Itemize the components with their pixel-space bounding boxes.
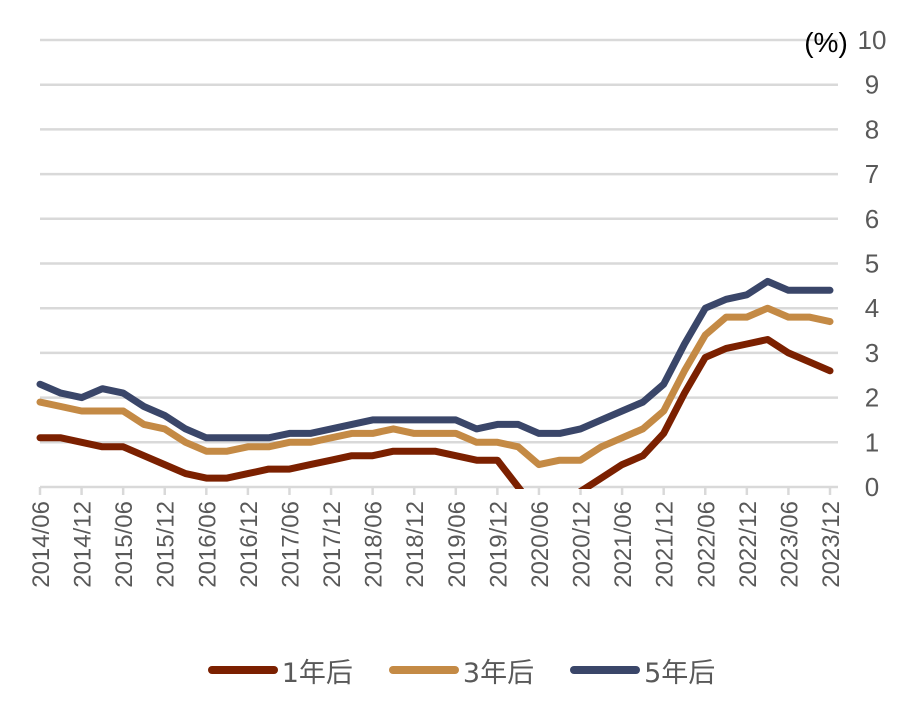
y-tick-label: 2 (865, 383, 879, 413)
legend: 1年后 3年后 5年后 (0, 648, 923, 692)
x-tick-label: 2017/06 (277, 501, 304, 588)
x-tick-label: 2015/06 (111, 501, 138, 588)
x-tick-label: 2018/12 (402, 501, 429, 588)
legend-item-3y: 3年后 (388, 651, 535, 690)
legend-label-1y: 1年后 (281, 657, 353, 689)
x-axis: 2014/06 2014/12 2015/06 2015/12 2016/06 2016/… (28, 487, 845, 588)
legend-swatch-1y (207, 666, 278, 674)
y-unit-label: (%) (804, 27, 848, 58)
series-line-1y (36, 336, 834, 489)
y-tick-label: 1 (865, 427, 879, 457)
legend-label-5y: 5年后 (644, 657, 716, 689)
legend-label-3y: 3年后 (462, 657, 535, 689)
x-tick-label: 2014/06 (28, 501, 55, 588)
legend-item-1y: 1年后 (207, 651, 353, 690)
series-lines (36, 277, 834, 489)
x-tick-label: 2023/06 (776, 501, 803, 588)
x-tick-label: 2017/12 (319, 501, 346, 588)
x-tick-label: 2016/06 (194, 501, 221, 588)
y-tick-label: 3 (865, 338, 879, 368)
x-tick-label: 2020/12 (569, 501, 596, 588)
x-tick-label: 2019/12 (485, 501, 512, 588)
line-chart: 2014/06 2014/12 2015/06 2015/12 2016/06 2016/… (28, 25, 887, 588)
x-tick-label: 2019/06 (444, 501, 471, 588)
y-tick-label: 10 (858, 25, 887, 55)
gridlines (40, 38, 838, 489)
x-tick-label: 2021/12 (652, 501, 679, 588)
x-tick-label: 2022/12 (735, 501, 762, 588)
x-tick-label: 2016/12 (236, 501, 263, 588)
x-tick-label: 2020/06 (527, 501, 554, 588)
x-tick-label: 2023/12 (818, 501, 845, 588)
y-tick-label: 7 (865, 159, 879, 189)
y-tick-label: 0 (865, 472, 879, 502)
x-tick-label: 2021/06 (610, 501, 637, 588)
y-tick-label: 9 (865, 70, 879, 100)
x-tick-label: 2015/12 (153, 501, 180, 588)
y-tick-label: 5 (865, 249, 879, 279)
y-tick-label: 6 (865, 204, 879, 234)
x-tick-label: 2022/06 (693, 501, 720, 588)
legend-item-5y: 5年后 (570, 651, 715, 690)
series-line-3y (36, 304, 834, 469)
series-line-5y (36, 277, 834, 442)
legend-swatch-3y (388, 666, 459, 674)
y-axis: 0 1 2 3 4 5 6 7 8 9 10 (858, 25, 887, 502)
y-tick-label: 8 (865, 114, 879, 144)
legend-swatch-5y (570, 666, 641, 674)
y-tick-label: 4 (865, 293, 879, 323)
x-tick-label: 2014/12 (70, 501, 97, 588)
x-tick-label: 2018/06 (361, 501, 388, 588)
